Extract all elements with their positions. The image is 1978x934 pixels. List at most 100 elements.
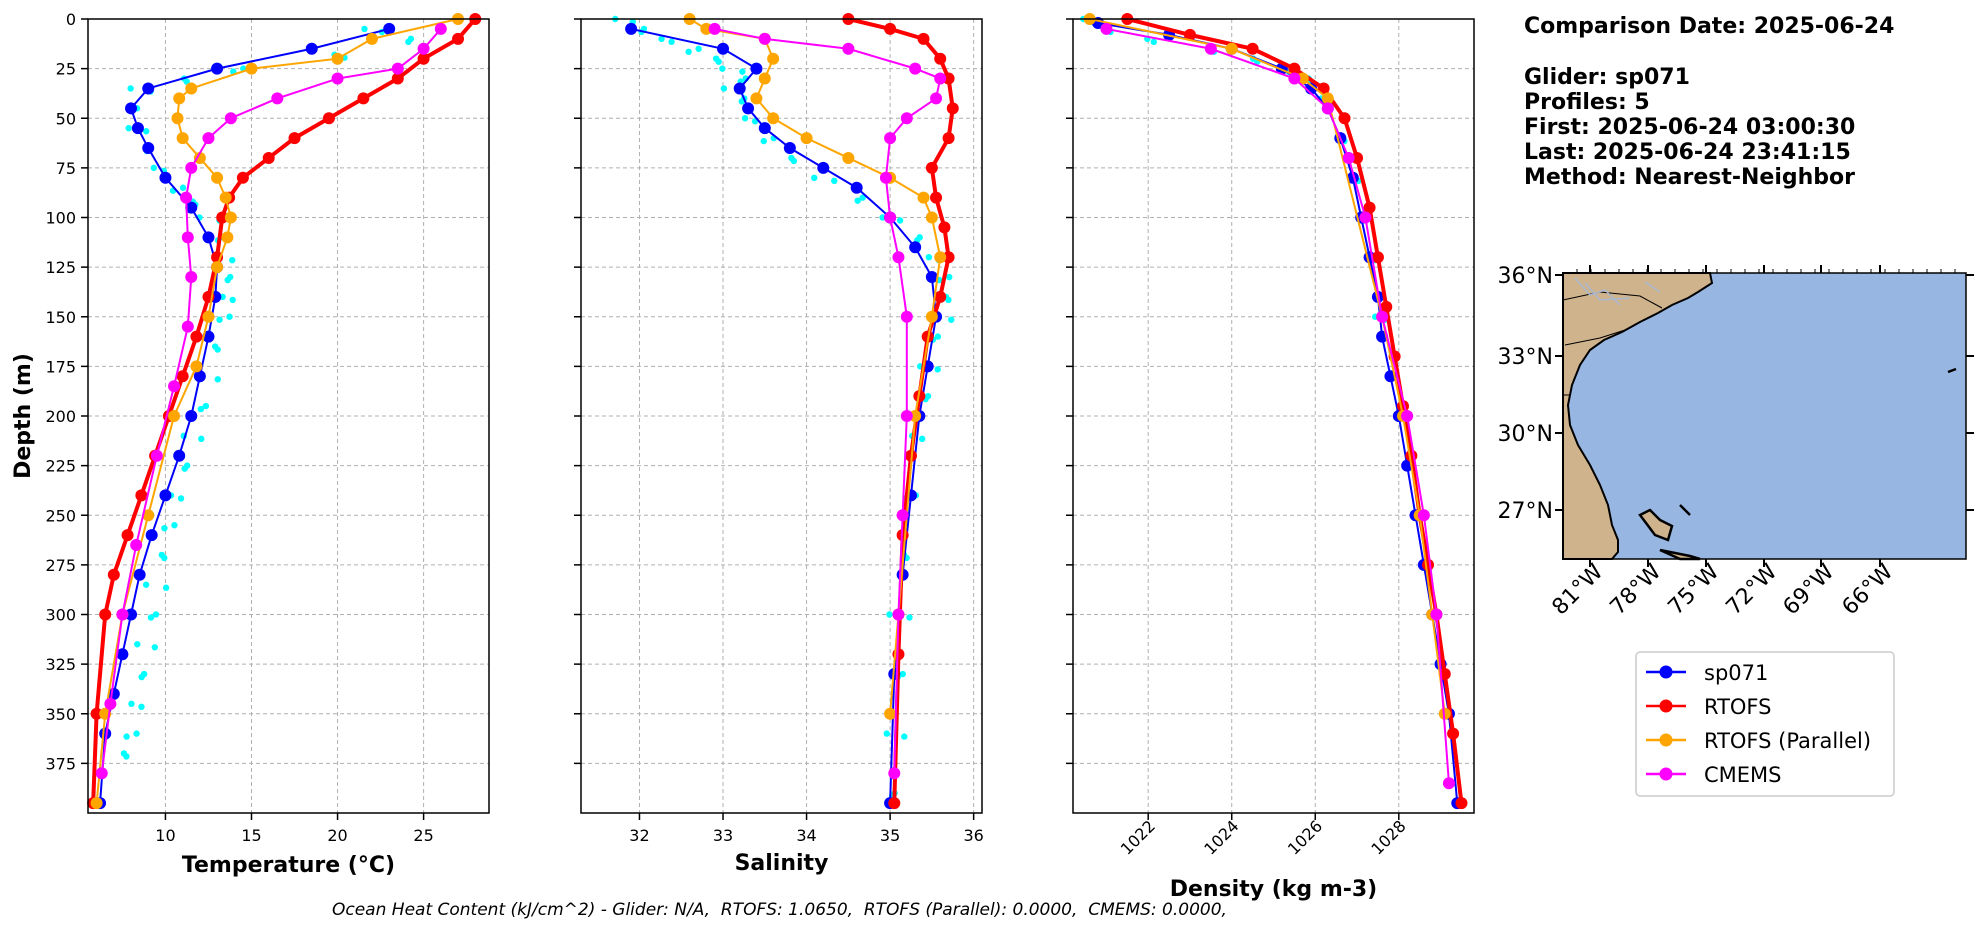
series-marker bbox=[900, 410, 913, 422]
x-axis-label: Temperature (°C) bbox=[182, 853, 395, 878]
series-marker bbox=[211, 62, 224, 75]
glider-raw-point bbox=[925, 254, 933, 261]
series-marker bbox=[1422, 558, 1435, 571]
series-marker bbox=[142, 82, 155, 95]
glider-raw-point bbox=[790, 157, 798, 165]
series-marker bbox=[767, 112, 780, 125]
y-tick-label: 300 bbox=[45, 606, 76, 625]
glider-raw-point bbox=[127, 85, 134, 92]
series-marker bbox=[185, 271, 198, 284]
glider-raw-point bbox=[142, 127, 150, 135]
series-marker bbox=[95, 767, 108, 780]
series-marker bbox=[1321, 92, 1334, 105]
x-axis-label: Salinity bbox=[735, 851, 829, 876]
series-marker bbox=[884, 211, 897, 224]
state-borders bbox=[1562, 291, 1663, 396]
series-line bbox=[95, 18, 459, 804]
glider-raw-point bbox=[138, 703, 145, 711]
glider-raw-point bbox=[123, 753, 130, 760]
series-marker bbox=[900, 310, 913, 323]
legend-item: CMEMS bbox=[1646, 763, 1782, 787]
glider-raw-point bbox=[658, 35, 665, 43]
glider-raw-point bbox=[198, 435, 205, 443]
method: Method: Nearest-Neighbor bbox=[1524, 165, 1855, 190]
y-tick-label: 325 bbox=[45, 655, 76, 674]
series-marker bbox=[383, 22, 396, 35]
y-tick-label: 350 bbox=[45, 705, 76, 724]
series-marker bbox=[758, 32, 771, 45]
series-marker bbox=[783, 142, 796, 155]
legend-frame bbox=[1635, 651, 1895, 797]
series-marker bbox=[216, 211, 229, 224]
legend-item: sp071 bbox=[1646, 661, 1768, 685]
glider-raw-point bbox=[883, 730, 890, 737]
glider-raw-point bbox=[125, 124, 132, 132]
last-time: Last: 2025-06-24 23:41:15 bbox=[1524, 140, 1851, 165]
series-marker bbox=[946, 102, 959, 115]
series-marker bbox=[202, 310, 215, 323]
series-marker bbox=[888, 797, 901, 810]
glider-raw-point bbox=[811, 174, 818, 181]
glider-name: Glider: sp071 bbox=[1524, 65, 1690, 90]
series-marker bbox=[391, 62, 404, 75]
series-marker bbox=[1401, 410, 1414, 422]
info-block: Comparison Date: 2025-06-24 Glider: sp07… bbox=[1524, 14, 1894, 190]
series-marker bbox=[417, 42, 430, 55]
bahamas bbox=[1638, 504, 1701, 561]
series-marker bbox=[202, 132, 215, 145]
series-marker bbox=[1380, 300, 1393, 313]
glider-raw-point bbox=[142, 581, 150, 588]
glider-raw-point bbox=[138, 673, 145, 681]
glider-raw-point bbox=[226, 313, 233, 320]
series-marker bbox=[159, 171, 172, 184]
series-marker bbox=[1351, 151, 1364, 164]
series-marker bbox=[90, 797, 103, 810]
glider-raw-point bbox=[695, 45, 702, 52]
series-marker bbox=[305, 42, 318, 55]
series-cmems bbox=[1100, 22, 1455, 790]
x-tick-label: 34 bbox=[796, 826, 816, 845]
series-marker bbox=[116, 608, 129, 621]
y-tick-label: 125 bbox=[45, 258, 76, 277]
glider-raw-point bbox=[946, 273, 953, 281]
glider-raw-point bbox=[216, 316, 223, 323]
series-marker bbox=[135, 489, 148, 502]
series-marker bbox=[925, 310, 938, 323]
glider-raw-point bbox=[214, 376, 221, 383]
lon-tick-label: 66°W bbox=[1838, 559, 1899, 620]
series-marker bbox=[892, 251, 905, 264]
glider-raw-point bbox=[181, 465, 188, 472]
x-tick-label: 32 bbox=[629, 826, 649, 845]
lon-tick-label: 81°W bbox=[1548, 559, 1609, 620]
glider-raw-point bbox=[179, 184, 187, 191]
series-marker bbox=[90, 707, 103, 720]
lat-tick-label: 27°N bbox=[1498, 499, 1553, 524]
series-line bbox=[91, 17, 477, 804]
x-tick-label: 1026 bbox=[1284, 816, 1326, 858]
lat-tick-label: 30°N bbox=[1498, 422, 1553, 447]
series-marker bbox=[934, 290, 947, 303]
series-marker bbox=[1338, 112, 1351, 125]
panel-3: 1022 1024 1026 1028 Density (kg m-3) bbox=[1066, 13, 1475, 902]
series-marker bbox=[934, 251, 947, 264]
glider-raw-point bbox=[177, 495, 185, 502]
lat-tick-label: 36°N bbox=[1498, 264, 1553, 289]
series-marker bbox=[171, 112, 184, 125]
glider-raw-point bbox=[948, 316, 955, 323]
series-marker bbox=[625, 22, 638, 35]
glider-raw-point bbox=[133, 730, 140, 737]
glider-raw-point bbox=[161, 554, 168, 562]
glider-raw-point bbox=[685, 48, 692, 55]
glider-raw-point bbox=[738, 98, 745, 105]
y-tick-label: 50 bbox=[56, 109, 76, 128]
series-marker bbox=[176, 132, 189, 145]
series-marker bbox=[930, 92, 943, 105]
series-marker bbox=[1204, 42, 1217, 55]
series-marker bbox=[1288, 62, 1301, 75]
glider-raw-scatter bbox=[612, 15, 955, 800]
series-rtofs bbox=[1121, 13, 1468, 810]
series-marker bbox=[942, 72, 955, 85]
y-axis-label: Depth (m) bbox=[11, 353, 36, 479]
series-marker bbox=[934, 72, 947, 85]
